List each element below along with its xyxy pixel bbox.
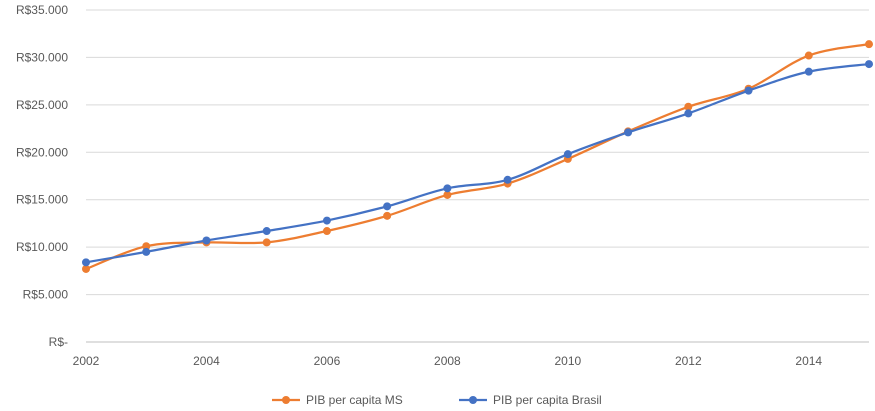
y-tick-label: R$-	[49, 335, 68, 349]
x-tick-label: 2008	[434, 354, 461, 368]
data-point	[443, 184, 452, 193]
x-tick-label: 2006	[314, 354, 341, 368]
series-brasil	[82, 60, 873, 267]
data-point	[322, 227, 331, 236]
legend-item: PIB per capita Brasil	[459, 393, 602, 407]
data-point	[865, 40, 873, 49]
y-tick-label: R$25.000	[16, 98, 68, 112]
y-tick-label: R$30.000	[16, 50, 68, 64]
data-point	[202, 236, 211, 245]
series-ms	[82, 40, 873, 273]
series-line	[85, 43, 870, 271]
x-tick-label: 2014	[795, 354, 822, 368]
gridlines	[86, 9, 869, 296]
data-point	[82, 258, 90, 267]
data-point	[82, 264, 90, 273]
x-tick-label: 2002	[73, 354, 100, 368]
legend-label: PIB per capita MS	[306, 393, 403, 407]
series-line	[85, 62, 870, 264]
legend-item: PIB per capita MS	[272, 393, 403, 407]
y-tick-label: R$35.000	[16, 3, 68, 17]
x-tick-label: 2010	[554, 354, 581, 368]
x-tick-label: 2012	[675, 354, 702, 368]
legend-marker	[469, 396, 477, 404]
data-point	[142, 247, 151, 256]
y-tick-label: R$20.000	[16, 145, 68, 159]
data-point	[383, 202, 392, 211]
data-point	[624, 128, 633, 137]
y-tick-label: R$5.000	[23, 288, 69, 302]
data-point	[443, 190, 452, 199]
data-point	[804, 51, 813, 60]
axes: R$- R$5.000 R$10.000 R$15.000 R$20.000 R$25.0…	[16, 3, 869, 368]
data-point	[262, 238, 271, 247]
y-tick-label: R$15.000	[16, 193, 68, 207]
data-point	[744, 86, 753, 95]
data-point	[684, 109, 693, 118]
data-point	[503, 175, 512, 184]
data-point	[804, 67, 813, 76]
data-point	[142, 242, 151, 251]
x-tick-label: 2004	[193, 354, 220, 368]
data-point	[865, 60, 873, 69]
data-point	[322, 216, 331, 225]
data-point	[262, 227, 271, 236]
data-point	[563, 150, 572, 159]
series-layer	[82, 40, 873, 273]
y-tick-label: R$10.000	[16, 240, 68, 254]
data-point	[684, 102, 693, 111]
data-point	[383, 211, 392, 220]
legend-label: PIB per capita Brasil	[493, 393, 602, 407]
legend: PIB per capita MS PIB per capita Brasil	[272, 393, 602, 407]
legend-marker	[282, 396, 290, 404]
